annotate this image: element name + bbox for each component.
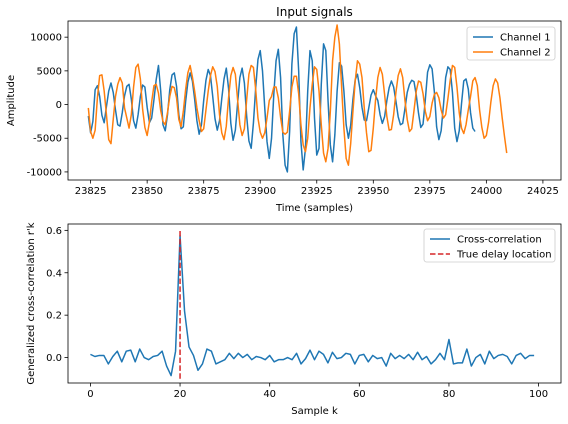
- y-tick-label: 0.4: [46, 268, 62, 279]
- legend-label: Channel 2: [500, 48, 551, 59]
- x-tick-label: 23825: [75, 186, 107, 197]
- x-tick-label: 23950: [357, 186, 389, 197]
- legend: Cross-correlation True delay location: [423, 228, 556, 263]
- y-tick-label: -10000: [27, 167, 62, 178]
- chart-panel-cross-correlation: 0 20 40 60 80 100 0.0 0.2 0.4 0.6 Sample k Generali…: [26, 222, 562, 417]
- y-axis-label: Amplitude: [6, 75, 17, 126]
- x-tick-label: 24000: [470, 186, 502, 197]
- y-tick-label: 0.2: [46, 311, 62, 322]
- x-tick-label: 23850: [131, 186, 163, 197]
- y-axis-label: Generalized cross-correlation r'k: [26, 222, 37, 384]
- x-axis-label: Time (samples): [275, 203, 353, 214]
- x-tick-label: 100: [529, 389, 548, 400]
- x-tick-label: 24025: [527, 186, 559, 197]
- legend-label: True delay location: [456, 250, 552, 261]
- series-line-channel-2: [87, 24, 508, 166]
- x-tick-label: 80: [443, 389, 456, 400]
- legend-label: Cross-correlation: [457, 235, 542, 246]
- x-tick-label: 23875: [188, 186, 220, 197]
- y-tick-label: 0: [56, 100, 62, 111]
- y-tick-label: 0.0: [46, 353, 62, 364]
- series-line-cross-correlation: [90, 234, 535, 377]
- x-tick-label: 40: [263, 389, 276, 400]
- y-tick-label: 5000: [37, 66, 62, 77]
- y-tick-label: 0.6: [46, 226, 62, 237]
- x-tick-label: 23900: [244, 186, 276, 197]
- x-axis-label: Sample k: [291, 406, 338, 417]
- x-tick-label: 0: [87, 389, 93, 400]
- y-tick-label: 10000: [30, 33, 62, 44]
- x-tick-label: 23975: [414, 186, 446, 197]
- plot-frame: [67, 20, 562, 181]
- x-tick-label: 20: [174, 389, 187, 400]
- legend-label: Channel 1: [500, 33, 551, 44]
- x-tick-label: 23925: [301, 186, 333, 197]
- chart-title: Input signals: [276, 5, 353, 19]
- chart-panel-input-signals: 23825 23850 23875 23900 23925 23950 23975 24000…: [6, 5, 562, 214]
- y-tick-label: -5000: [33, 134, 62, 145]
- x-tick-label: 60: [353, 389, 366, 400]
- plot-frame: [67, 223, 562, 384]
- legend: Channel 1 Channel 2: [466, 26, 556, 61]
- series-line-channel-1: [87, 26, 476, 173]
